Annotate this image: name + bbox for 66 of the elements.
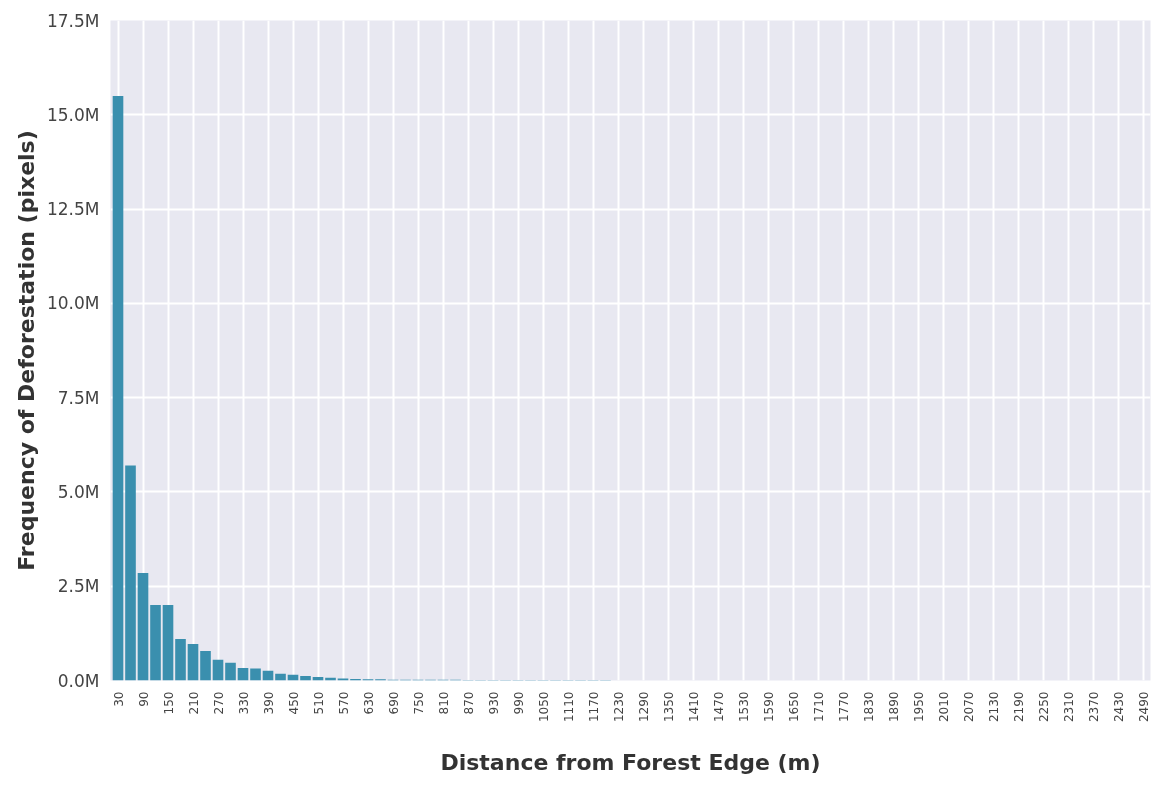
x-tick-label: 1470 xyxy=(711,691,726,723)
x-tick-label: 750 xyxy=(411,691,426,715)
x-tick-label: 150 xyxy=(161,691,176,715)
x-tick-label: 1530 xyxy=(736,691,751,723)
x-tick-label: 570 xyxy=(336,691,351,715)
x-tick-label: 2310 xyxy=(1061,691,1076,723)
x-tick-label: 1590 xyxy=(761,691,776,723)
x-tick-label: 1410 xyxy=(686,691,701,723)
bar xyxy=(137,573,149,681)
x-tick-label: 1110 xyxy=(561,691,576,723)
x-tick-label: 1890 xyxy=(886,691,901,723)
y-axis-title: Frequency of Deforestation (pixels) xyxy=(13,130,39,571)
x-tick-label: 1710 xyxy=(811,691,826,723)
x-tick-label: 330 xyxy=(236,691,251,715)
x-tick-label: 2370 xyxy=(1086,691,1101,723)
x-tick-label: 2070 xyxy=(961,691,976,723)
bar xyxy=(212,659,224,681)
bar xyxy=(200,651,211,681)
bar xyxy=(112,95,124,681)
x-tick-label: 2130 xyxy=(986,691,1001,723)
x-tick-label: 930 xyxy=(486,691,501,715)
bar xyxy=(175,639,186,681)
y-tick-label: 15.0M xyxy=(46,104,100,125)
x-tick-label: 390 xyxy=(261,691,276,715)
bar xyxy=(125,465,136,681)
bar xyxy=(187,643,199,681)
bar xyxy=(225,662,236,681)
x-tick-label: 690 xyxy=(386,691,401,715)
x-tick-label: 510 xyxy=(311,691,326,715)
bar xyxy=(162,605,174,681)
x-tick-label: 30 xyxy=(111,691,126,707)
y-tick-label: 0.0M xyxy=(57,670,100,691)
y-tick-label: 7.5M xyxy=(57,387,100,408)
x-tick-label: 1050 xyxy=(536,691,551,723)
bar xyxy=(150,605,161,681)
x-tick-label: 1830 xyxy=(861,691,876,723)
x-tick-label: 2250 xyxy=(1036,691,1051,723)
bar xyxy=(237,668,249,681)
x-tick-label: 2190 xyxy=(1011,691,1026,723)
x-tick-label: 630 xyxy=(361,691,376,715)
bar xyxy=(275,673,286,681)
bar xyxy=(300,675,311,681)
x-tick-label: 1350 xyxy=(661,691,676,723)
x-tick-label: 450 xyxy=(286,691,301,715)
y-tick-label: 10.0M xyxy=(46,293,100,314)
x-tick-label: 1770 xyxy=(836,691,851,723)
x-axis-title: Distance from Forest Edge (m) xyxy=(440,750,821,776)
x-tick-label: 1950 xyxy=(911,691,926,723)
y-tick-label: 5.0M xyxy=(57,481,100,502)
y-tick-label: 12.5M xyxy=(46,199,100,220)
x-tick-label: 1650 xyxy=(786,691,801,723)
x-tick-label: 210 xyxy=(186,691,201,715)
x-tick-label: 1170 xyxy=(586,691,601,723)
x-tick-label: 2010 xyxy=(936,691,951,723)
x-tick-label: 270 xyxy=(211,691,226,715)
y-tick-label: 2.5M xyxy=(57,576,100,597)
x-tick-label: 2490 xyxy=(1136,691,1151,723)
x-tick-label: 2430 xyxy=(1111,691,1126,723)
x-tick-label: 810 xyxy=(436,691,451,715)
x-tick-label: 1290 xyxy=(636,691,651,723)
bar xyxy=(250,668,261,681)
x-tick-label: 1230 xyxy=(611,691,626,723)
x-tick-label: 870 xyxy=(461,691,476,715)
y-tick-label: 17.5M xyxy=(46,10,100,31)
x-tick-label: 990 xyxy=(511,691,526,715)
x-tick-label: 90 xyxy=(136,691,151,707)
